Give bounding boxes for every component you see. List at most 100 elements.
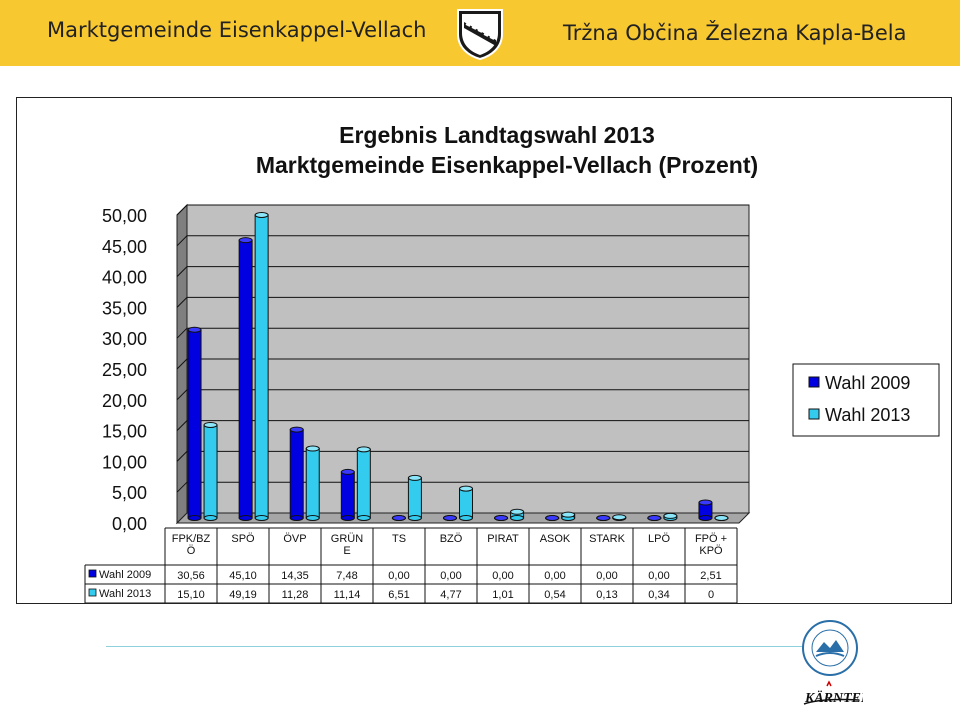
legend-label: Wahl 2009	[825, 373, 910, 393]
bar-body	[289, 429, 304, 519]
bar-cap	[289, 426, 304, 433]
bar-cap	[356, 446, 371, 453]
table-series-label: Wahl 2009	[99, 569, 151, 581]
bar	[561, 511, 576, 521]
x-tick-label: PIRAT	[487, 533, 519, 545]
data-label: 0,13	[596, 589, 617, 601]
x-tick-label: FPK/BZ Ö	[172, 533, 211, 557]
bar-body	[254, 214, 269, 519]
bar-base	[254, 515, 269, 521]
bar-cap	[407, 474, 422, 481]
bar	[340, 468, 355, 521]
bar	[305, 445, 320, 521]
y-tick-label: 10,00	[102, 452, 147, 472]
bar-cap	[510, 508, 525, 515]
gridline	[176, 266, 749, 277]
bar	[391, 515, 406, 521]
gridline	[176, 420, 749, 431]
bar	[254, 211, 269, 521]
bar-body	[356, 448, 371, 519]
x-tick-label: BZÖ	[440, 533, 463, 545]
bar	[238, 237, 253, 521]
x-tick-label: FPÖ + KPÖ	[695, 533, 727, 557]
bar	[459, 485, 473, 521]
legend-swatch	[808, 408, 820, 420]
bar	[612, 514, 627, 521]
data-label: 0,00	[388, 570, 409, 582]
data-label: 0,34	[648, 589, 669, 601]
bar-cap	[545, 515, 560, 521]
bar	[443, 515, 457, 521]
kaernten-logo-icon: KÄRNTEN	[803, 680, 863, 706]
y-tick-label: 15,00	[102, 422, 147, 442]
kurort-badge-icon	[802, 620, 858, 676]
bar-body	[340, 471, 355, 519]
y-tick-label: 50,00	[102, 206, 147, 226]
bar	[647, 515, 662, 521]
bar	[545, 515, 560, 521]
bar-body	[305, 448, 320, 519]
data-label: 11,14	[334, 589, 361, 601]
data-label: 14,35	[281, 570, 309, 582]
bar	[407, 474, 422, 521]
bar	[187, 326, 202, 521]
bar	[494, 515, 509, 521]
data-label: 2,51	[700, 570, 721, 582]
bar-body	[203, 424, 218, 519]
legend-label: Wahl 2013	[825, 405, 910, 425]
bar-base	[187, 515, 202, 521]
bar-chart: Ergebnis Landtagswahl 2013 Marktgemeinde …	[84, 122, 940, 603]
table-legend-swatch	[88, 588, 97, 597]
bar-cap	[612, 514, 627, 521]
gridline	[176, 450, 749, 462]
bar-base	[238, 515, 253, 521]
bar-base	[356, 515, 371, 521]
bar-base	[459, 515, 473, 521]
bar	[510, 508, 525, 521]
x-tick-label: ASOK	[540, 533, 571, 545]
bar-body	[187, 329, 202, 519]
data-label: 49,19	[229, 589, 257, 601]
bar-base	[510, 515, 525, 521]
header-right-title: Tržna Občina Železna Kapla-Bela	[563, 21, 907, 45]
data-label: 0,00	[596, 570, 617, 582]
gridline	[176, 481, 749, 493]
y-tick-label: 35,00	[102, 298, 147, 318]
bar-base	[289, 515, 304, 521]
data-label: 30,56	[177, 570, 205, 582]
bar-cap	[443, 515, 457, 521]
x-tick-label: STARK	[589, 533, 626, 545]
bar-cap	[203, 421, 218, 428]
bar-cap	[698, 499, 713, 506]
coat-of-arms-icon	[457, 9, 503, 60]
gridline	[176, 327, 749, 339]
gridline	[176, 235, 749, 247]
data-label: 1,01	[492, 589, 513, 601]
gridline	[176, 204, 749, 216]
y-tick-label: 45,00	[102, 237, 147, 257]
bar-cap	[663, 512, 678, 519]
gridline	[176, 389, 749, 401]
y-tick-label: 30,00	[102, 329, 147, 349]
chart-frame: Ergebnis Landtagswahl 2013 Marktgemeinde …	[16, 97, 952, 604]
chart-subtitle: Marktgemeinde Eisenkappel-Vellach (Proze…	[256, 152, 758, 178]
bar	[356, 446, 371, 521]
header-bar: Marktgemeinde Eisenkappel-Vellach Tržna …	[0, 0, 960, 66]
svg-text:KÄRNTEN: KÄRNTEN	[804, 690, 863, 706]
data-label: 15,10	[177, 589, 205, 601]
data-label: 0	[708, 589, 714, 601]
header-left-title: Marktgemeinde Eisenkappel-Vellach	[47, 18, 427, 42]
bar-cap	[596, 515, 611, 521]
data-label: 0,00	[648, 570, 669, 582]
bar	[698, 499, 713, 521]
x-tick-label: ÖVP	[283, 533, 306, 545]
data-label: 45,10	[229, 570, 257, 582]
x-tick-label: GRÜN E	[331, 533, 363, 557]
bar	[203, 421, 218, 521]
data-label: 7,48	[336, 570, 357, 582]
y-tick-label: 0,00	[112, 514, 147, 534]
data-label: 4,77	[440, 589, 461, 601]
gridline	[176, 358, 749, 370]
table-legend-swatch	[88, 569, 97, 578]
bar-cap	[714, 515, 729, 521]
